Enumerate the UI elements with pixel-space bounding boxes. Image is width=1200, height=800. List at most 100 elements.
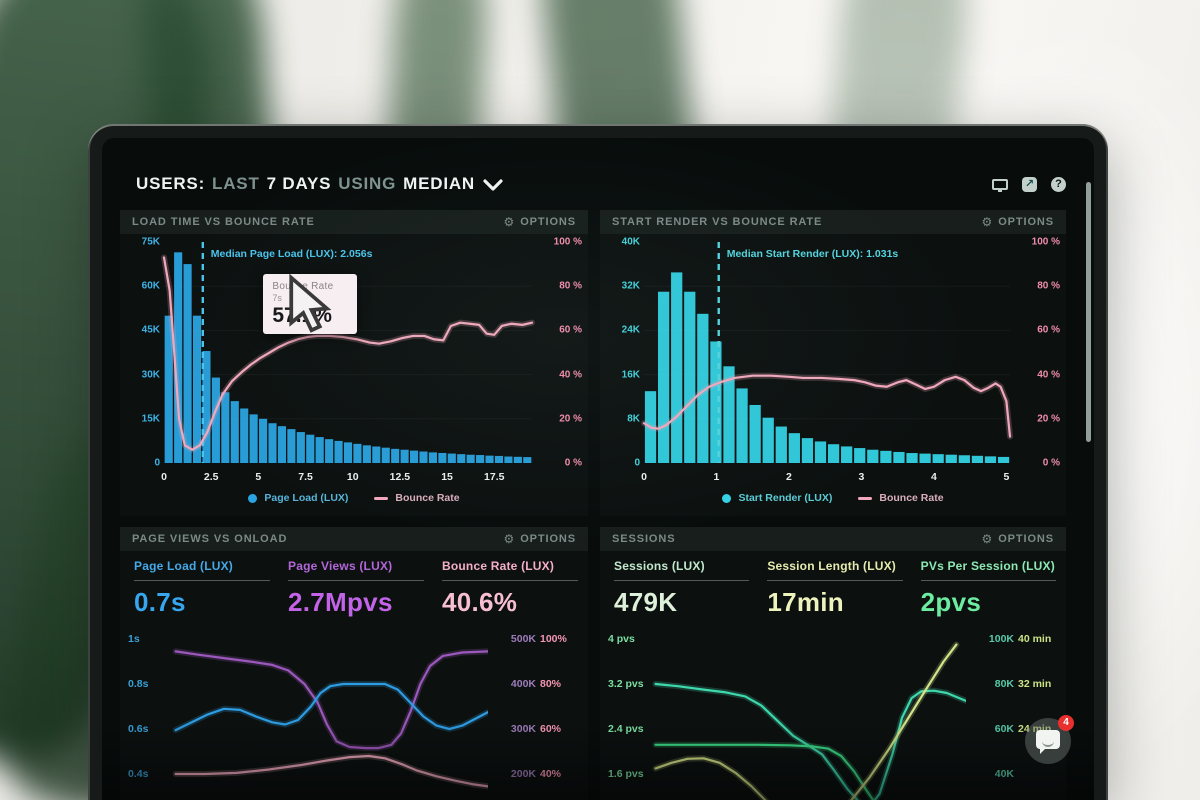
chevron-down-icon[interactable]	[483, 179, 503, 191]
scrollbar[interactable]	[1086, 182, 1091, 442]
bar[interactable]	[221, 392, 230, 463]
bar[interactable]	[164, 315, 173, 463]
bar[interactable]	[428, 452, 437, 463]
bar[interactable]	[315, 437, 324, 463]
bar[interactable]	[710, 341, 722, 463]
bar[interactable]	[391, 448, 400, 463]
bar[interactable]	[240, 408, 249, 463]
bar[interactable]	[958, 455, 970, 463]
bar[interactable]	[945, 454, 957, 463]
bar[interactable]	[867, 449, 879, 463]
bar[interactable]	[334, 440, 343, 463]
options-button[interactable]: OPTIONS	[504, 215, 576, 229]
bar[interactable]	[671, 272, 683, 463]
display-icon[interactable]	[992, 178, 1008, 192]
users-range-dropdown[interactable]: USERS: LAST 7 DAYS USING MEDIAN	[136, 174, 475, 194]
bar[interactable]	[827, 444, 840, 463]
metric-value: 479K	[614, 587, 678, 617]
bar[interactable]	[230, 401, 239, 463]
bar[interactable]	[523, 457, 532, 463]
bar[interactable]	[277, 426, 287, 463]
options-button[interactable]: OPTIONS	[982, 215, 1054, 229]
bar[interactable]	[419, 451, 428, 463]
bar[interactable]	[362, 445, 371, 463]
legend-item[interactable]: Bounce Rate	[858, 492, 944, 504]
bar[interactable]	[788, 433, 800, 463]
bar[interactable]	[409, 450, 419, 463]
legend-item[interactable]: Page Load (LUX)	[248, 492, 348, 504]
bar[interactable]	[466, 454, 475, 463]
bar[interactable]	[192, 315, 202, 463]
bar[interactable]	[997, 456, 1010, 463]
bar[interactable]	[984, 456, 997, 463]
bar[interactable]	[854, 448, 866, 463]
y-axis-right-tick: 300K	[510, 723, 536, 735]
bar[interactable]	[775, 426, 787, 463]
bar[interactable]	[202, 351, 211, 463]
bar[interactable]	[684, 291, 696, 463]
x-axis-tick: 7.5	[298, 471, 313, 483]
bar[interactable]	[841, 446, 853, 463]
bar[interactable]	[657, 291, 670, 463]
panel-title: START RENDER VS BOUNCE RATE	[612, 216, 823, 228]
share-icon[interactable]: ↗	[1022, 176, 1037, 192]
bar[interactable]	[381, 447, 390, 463]
legend-item[interactable]: Bounce Rate	[374, 492, 460, 504]
metrics-row: Sessions (LUX) 479K Session Length (LUX) 17…	[614, 559, 1056, 618]
bar[interactable]	[268, 423, 277, 463]
bar[interactable]	[932, 454, 944, 463]
bar[interactable]	[372, 446, 381, 463]
bar[interactable]	[485, 455, 494, 463]
start-render-chart: 40K 32K 24K 16K 8K 0 100 % 80 % 60 % 40 % 20 % 0 % M…	[600, 234, 1066, 516]
help-icon[interactable]: ?	[1051, 176, 1066, 192]
panel-title: SESSIONS	[612, 533, 676, 545]
bar[interactable]	[211, 377, 220, 463]
bar[interactable]	[400, 449, 409, 463]
bar[interactable]	[174, 252, 183, 463]
bar[interactable]	[287, 429, 296, 463]
bar[interactable]	[697, 313, 709, 463]
y-axis-left-tick: 16K	[621, 369, 640, 381]
options-button[interactable]: OPTIONS	[504, 532, 576, 546]
y-axis-left-tick: 40K	[621, 236, 640, 248]
bar[interactable]	[880, 450, 892, 463]
bar[interactable]	[494, 455, 504, 463]
chat-button[interactable]: 4	[1025, 715, 1074, 764]
metric-value: 40.6%	[442, 587, 518, 617]
bar[interactable]	[513, 456, 522, 463]
legend-item[interactable]: Start Render (LUX)	[722, 492, 832, 504]
bar[interactable]	[801, 438, 814, 463]
metric: Sessions (LUX) 479K	[614, 559, 750, 618]
bar[interactable]	[249, 414, 258, 463]
bar[interactable]	[457, 454, 466, 463]
options-button[interactable]: OPTIONS	[982, 532, 1054, 546]
bar[interactable]	[762, 417, 774, 463]
bar[interactable]	[723, 366, 735, 463]
bar[interactable]	[306, 434, 315, 463]
bar[interactable]	[325, 439, 334, 463]
options-label: OPTIONS	[520, 533, 576, 545]
y-axis-right-tick: 60K	[994, 723, 1014, 735]
y-axis-right-tick: 100%	[540, 633, 567, 645]
plot-area: Median Page Load (LUX): 2.056s Bounce Rat…	[164, 242, 532, 463]
bar[interactable]	[504, 456, 513, 463]
bar[interactable]	[447, 453, 456, 463]
bar[interactable]	[343, 442, 353, 463]
bar[interactable]	[919, 453, 931, 463]
bar[interactable]	[736, 388, 748, 463]
bar[interactable]	[183, 264, 192, 463]
bar[interactable]	[971, 455, 984, 463]
bar[interactable]	[476, 455, 485, 463]
bar[interactable]	[259, 418, 268, 463]
bar[interactable]	[906, 453, 918, 463]
legend-label: Page Load (LUX)	[264, 492, 349, 504]
tooltip: Bounce Rate7s57.1%	[263, 273, 358, 334]
bar[interactable]	[353, 443, 362, 463]
bar[interactable]	[438, 452, 447, 463]
y-axis-right-tick: 40%	[540, 768, 562, 780]
bar[interactable]	[893, 451, 905, 463]
bar[interactable]	[814, 441, 827, 463]
series-line	[176, 651, 488, 748]
bar[interactable]	[749, 404, 761, 463]
bar[interactable]	[296, 432, 305, 463]
